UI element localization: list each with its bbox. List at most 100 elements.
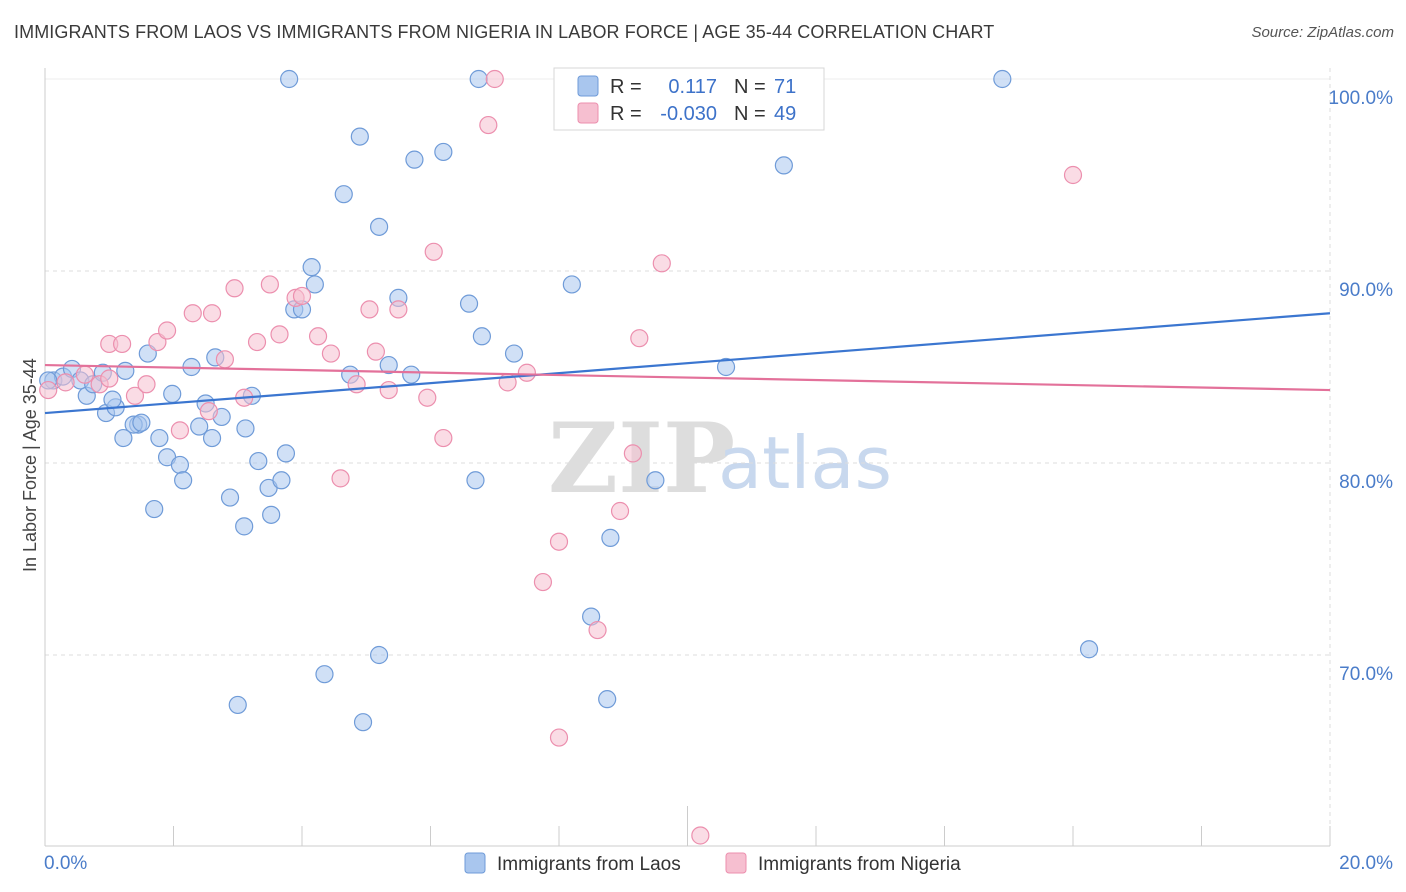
laos-point-40	[302, 258, 321, 277]
y-tick-label-90: 90.0%	[1339, 280, 1393, 301]
nigeria-point-28	[379, 380, 398, 400]
laos-point-46	[353, 713, 373, 732]
nigeria-point-29	[389, 300, 408, 319]
x-tick-label-0: 0.0%	[44, 853, 87, 874]
nigeria-point-41	[623, 444, 642, 463]
stats-laos-r-label: R =	[610, 76, 642, 98]
laos-point-37	[280, 69, 299, 89]
stats-laos-r-value: 0.117	[668, 76, 717, 98]
stats-laos-n-label: N =	[734, 76, 766, 98]
laos-point-59	[562, 275, 581, 294]
nigeria-point-6	[125, 386, 145, 405]
laos-point-32	[249, 451, 268, 471]
laos-point-24	[202, 428, 222, 448]
nigeria-point-30	[418, 388, 437, 407]
nigeria-point-32	[434, 428, 453, 448]
laos-point-41	[305, 275, 324, 294]
laos-point-43	[334, 185, 353, 204]
nigeria-point-42	[630, 329, 649, 348]
legend-nigeria-label[interactable]: Immigrants from Nigeria	[758, 854, 961, 875]
nigeria-point-27	[366, 342, 385, 361]
laos-point-51	[402, 365, 421, 384]
laos-point-67	[993, 69, 1012, 89]
nigeria-point-1	[56, 373, 75, 392]
nigeria-point-43	[652, 254, 671, 273]
laos-point-27	[220, 488, 240, 507]
laos-point-68	[1079, 640, 1099, 659]
nigeria-point-12	[199, 402, 218, 421]
y-axis-label: In Labor Force | Age 35-44	[20, 358, 40, 572]
watermark-zip: ZIP	[548, 402, 735, 515]
laos-point-66	[774, 156, 793, 175]
stats-legend-nigeria-swatch	[577, 102, 599, 124]
laos-trendline	[44, 312, 1331, 415]
nigeria-point-7	[137, 375, 156, 394]
nigeria-point-19	[270, 325, 289, 344]
laos-point-30	[236, 419, 255, 438]
nigeria-point-23	[321, 344, 341, 363]
nigeria-point-2	[75, 365, 94, 384]
nigeria-point-13	[202, 304, 222, 323]
nigeria-point-39	[588, 620, 607, 640]
nigeria-point-35	[517, 363, 536, 382]
axes-layer: 70.0% 80.0% 90.0% 100.0% 0.0% 20.0%	[44, 68, 1393, 874]
laos-point-34	[262, 505, 281, 524]
laos-point-47	[370, 645, 389, 665]
nigeria-point-31	[424, 242, 443, 261]
laos-point-61	[598, 690, 617, 709]
nigeria-point-47	[485, 69, 504, 89]
laos-point-45	[350, 127, 369, 146]
nigeria-point-10	[170, 421, 190, 440]
laos-point-29	[235, 517, 254, 536]
nigeria-point-14	[215, 350, 234, 369]
nigeria-point-48	[100, 369, 119, 388]
laos-point-18	[163, 384, 182, 403]
stats-nigeria-r-value: -0.030	[660, 103, 717, 125]
nigeria-point-0	[39, 380, 58, 400]
laos-point-55	[466, 471, 485, 490]
laos-point-36	[276, 444, 296, 463]
stats-nigeria-n-value: 49	[774, 103, 796, 125]
laos-point-54	[459, 294, 479, 313]
nigeria-point-26	[360, 300, 379, 319]
nigeria-point-15	[225, 279, 244, 298]
laos-point-48	[370, 217, 389, 236]
trend-layer	[44, 312, 1331, 415]
y-tick-label-100: 100.0%	[1329, 88, 1394, 109]
x-tick-label-20: 20.0%	[1339, 853, 1393, 874]
nigeria-point-24	[331, 469, 350, 488]
laos-point-53	[434, 142, 453, 162]
stats-nigeria-r-label: R =	[610, 103, 642, 125]
nigeria-point-36	[533, 572, 553, 592]
legend-laos-label[interactable]: Immigrants from Laos	[497, 854, 681, 875]
legend-nigeria-swatch[interactable]	[725, 852, 747, 874]
laos-point-16	[150, 428, 169, 448]
laos-point-20	[174, 471, 193, 490]
nigeria-point-33	[479, 115, 498, 135]
laos-point-62	[601, 528, 620, 547]
stats-nigeria-n-label: N =	[734, 103, 766, 125]
laos-point-65	[716, 357, 736, 377]
laos-point-57	[472, 327, 491, 346]
nigeria-point-46	[1063, 165, 1083, 185]
laos-point-70	[132, 413, 151, 432]
laos-point-52	[405, 150, 424, 169]
nigeria-point-37	[549, 532, 569, 551]
laos-point-10	[116, 361, 135, 380]
nigeria-point-9	[157, 321, 177, 340]
nigeria-point-21	[292, 286, 312, 306]
laos-point-15	[145, 499, 164, 519]
stats-legend-frame	[553, 67, 825, 131]
nigeria-point-44	[691, 826, 710, 845]
laos-point-11	[114, 428, 133, 448]
laos-point-35	[272, 471, 291, 490]
nigeria-point-40	[610, 501, 630, 521]
nigeria-point-18	[260, 275, 279, 294]
laos-point-9	[103, 390, 122, 409]
stats-legend: R = 0.117 N = 71 R = -0.030 N = 49	[553, 67, 825, 131]
legend-laos-swatch[interactable]	[464, 852, 486, 874]
laos-point-58	[504, 344, 524, 363]
stats-laos-n-value: 71	[774, 76, 796, 98]
nigeria-point-5	[112, 334, 132, 354]
